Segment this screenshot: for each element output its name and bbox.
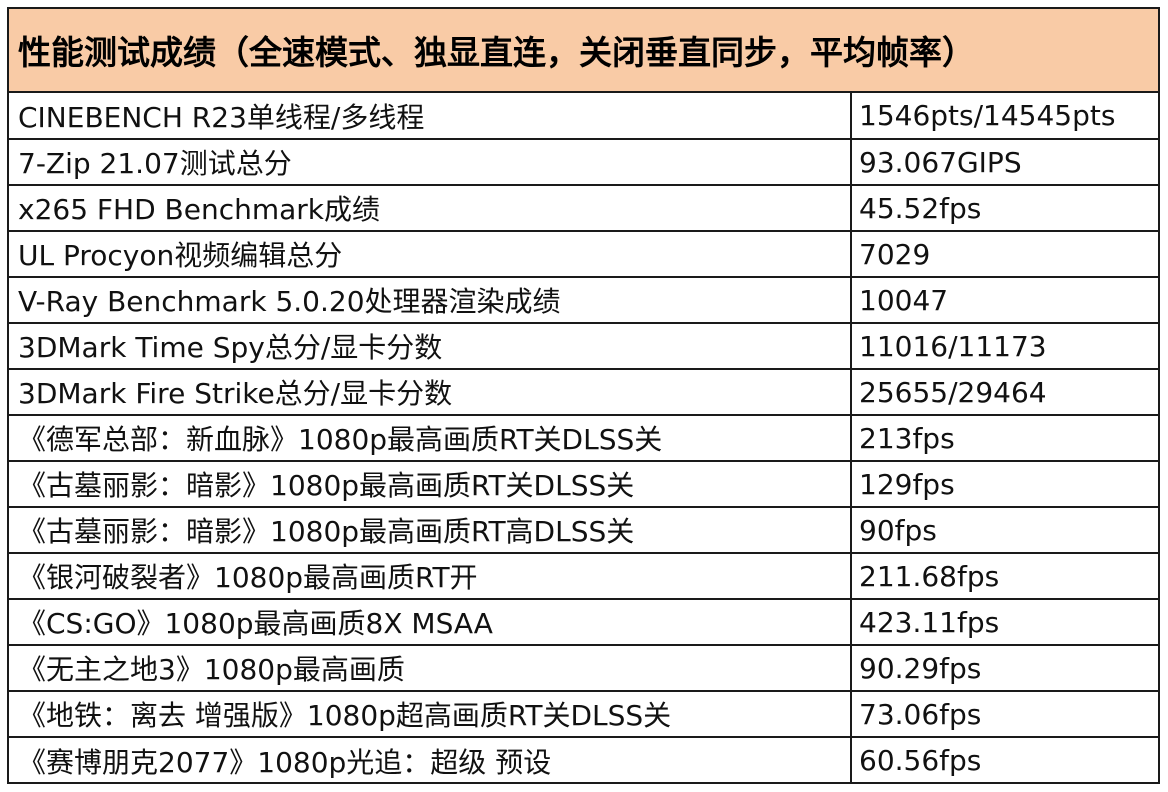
test-name-cell: V-Ray Benchmark 5.0.20处理器渲染成绩 [9, 277, 852, 324]
score-cell: 129fps [851, 461, 1158, 508]
test-name-cell: CINEBENCH R23单线程/多线程 [9, 93, 852, 140]
table-row: 《古墓丽影：暗影》1080p最高画质RT关DLSS关 129fps [9, 461, 1158, 508]
score-cell: 90.29fps [851, 645, 1158, 692]
benchmark-table: 性能测试成绩（全速模式、独显直连，关闭垂直同步，平均帧率） CINEBENCH … [7, 7, 1160, 784]
test-name-cell: 3DMark Fire Strike总分/显卡分数 [9, 369, 852, 416]
table-row: 3DMark Time Spy总分/显卡分数 11016/11173 [9, 323, 1158, 370]
test-name-cell: 《地铁：离去 增强版》1080p超高画质RT关DLSS关 [9, 691, 852, 738]
score-cell: 11016/11173 [851, 323, 1158, 370]
test-name-cell: 《CS:GO》1080p最高画质8X MSAA [9, 599, 852, 646]
table-row: CINEBENCH R23单线程/多线程 1546pts/14545pts [9, 93, 1158, 140]
table-title: 性能测试成绩（全速模式、独显直连，关闭垂直同步，平均帧率） [9, 9, 1158, 93]
table-row: 3DMark Fire Strike总分/显卡分数 25655/29464 [9, 369, 1158, 416]
score-cell: 423.11fps [851, 599, 1158, 646]
test-name-cell: UL Procyon视频编辑总分 [9, 231, 852, 278]
table-row: 《赛博朋克2077》1080p光追：超级 预设 60.56fps [9, 737, 1158, 783]
table-row: 《CS:GO》1080p最高画质8X MSAA 423.11fps [9, 599, 1158, 646]
table-row: 《德军总部：新血脉》1080p最高画质RT关DLSS关 213fps [9, 415, 1158, 462]
score-cell: 25655/29464 [851, 369, 1158, 416]
test-name-cell: 《无主之地3》1080p最高画质 [9, 645, 852, 692]
test-name-cell: 3DMark Time Spy总分/显卡分数 [9, 323, 852, 370]
score-cell: 45.52fps [851, 185, 1158, 232]
score-cell: 93.067GIPS [851, 139, 1158, 186]
test-name-cell: 7-Zip 21.07测试总分 [9, 139, 852, 186]
score-cell: 90fps [851, 507, 1158, 554]
test-name-cell: 《银河破裂者》1080p最高画质RT开 [9, 553, 852, 600]
table-row: 《古墓丽影：暗影》1080p最高画质RT高DLSS关 90fps [9, 507, 1158, 554]
table-row: V-Ray Benchmark 5.0.20处理器渲染成绩 10047 [9, 277, 1158, 324]
score-cell: 73.06fps [851, 691, 1158, 738]
score-cell: 213fps [851, 415, 1158, 462]
table-row: UL Procyon视频编辑总分 7029 [9, 231, 1158, 278]
score-cell: 60.56fps [859, 744, 982, 777]
score-cell: 7029 [851, 231, 1158, 278]
results-grid: CINEBENCH R23单线程/多线程 1546pts/14545pts 7-… [9, 93, 1158, 783]
table-row: 《银河破裂者》1080p最高画质RT开 211.68fps [9, 553, 1158, 600]
score-cell: 1546pts/14545pts [851, 93, 1158, 140]
test-name-cell: 《赛博朋克2077》1080p光追：超级 预设 [9, 737, 852, 783]
score-cell: 211.68fps [851, 553, 1158, 600]
test-name-cell: 《德军总部：新血脉》1080p最高画质RT关DLSS关 [9, 415, 852, 462]
table-row: 《无主之地3》1080p最高画质 90.29fps [9, 645, 1158, 692]
test-name-cell: 《古墓丽影：暗影》1080p最高画质RT高DLSS关 [9, 507, 852, 554]
table-row: 《地铁：离去 增强版》1080p超高画质RT关DLSS关 73.06fps [9, 691, 1158, 738]
table-row: 7-Zip 21.07测试总分 93.067GIPS [9, 139, 1158, 186]
test-name-cell: 《古墓丽影：暗影》1080p最高画质RT关DLSS关 [9, 461, 852, 508]
table-row: x265 FHD Benchmark成绩 45.52fps [9, 185, 1158, 232]
score-cell: 10047 [851, 277, 1158, 324]
test-name-cell: x265 FHD Benchmark成绩 [9, 185, 852, 232]
